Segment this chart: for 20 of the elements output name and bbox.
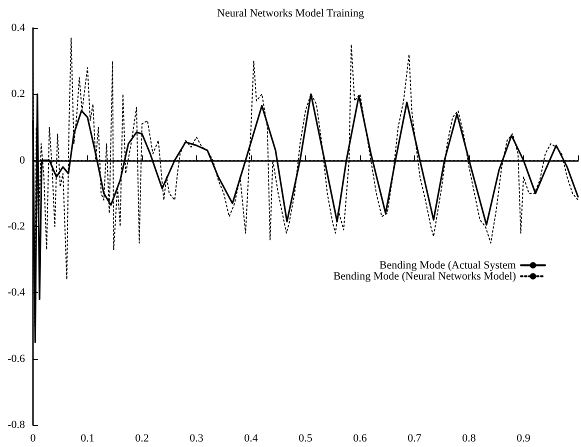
y-tick-label: 0 [20,154,26,166]
y-tick-label: -0.6 [8,352,26,365]
x-tick-label: 0.7 [408,432,422,444]
x-tick-label: 0.9 [516,432,531,444]
x-tick-label: 0.2 [135,432,149,444]
x-tick-label: 0.3 [190,432,204,444]
x-tick-label: 0.1 [80,432,94,444]
legend-label: Bending Mode (Actual System [379,259,516,272]
y-tick-label: -0.4 [8,286,26,299]
x-tick-label: 0.4 [244,432,258,444]
y-tick-label: -0.8 [8,419,26,431]
x-tick-label: 0 [30,432,36,444]
chart-title: Neural Networks Model Training [217,8,364,20]
x-tick-label: 0.8 [462,432,476,444]
legend-label: Bending Mode (Neural Networks Model) [333,270,516,282]
y-tick-label: -0.2 [8,220,25,232]
x-tick-label: 0.6 [353,432,368,444]
y-tick-label: 0.4 [11,22,26,34]
y-tick-label: 0.2 [11,88,25,100]
x-tick-label: 0.5 [298,432,313,444]
